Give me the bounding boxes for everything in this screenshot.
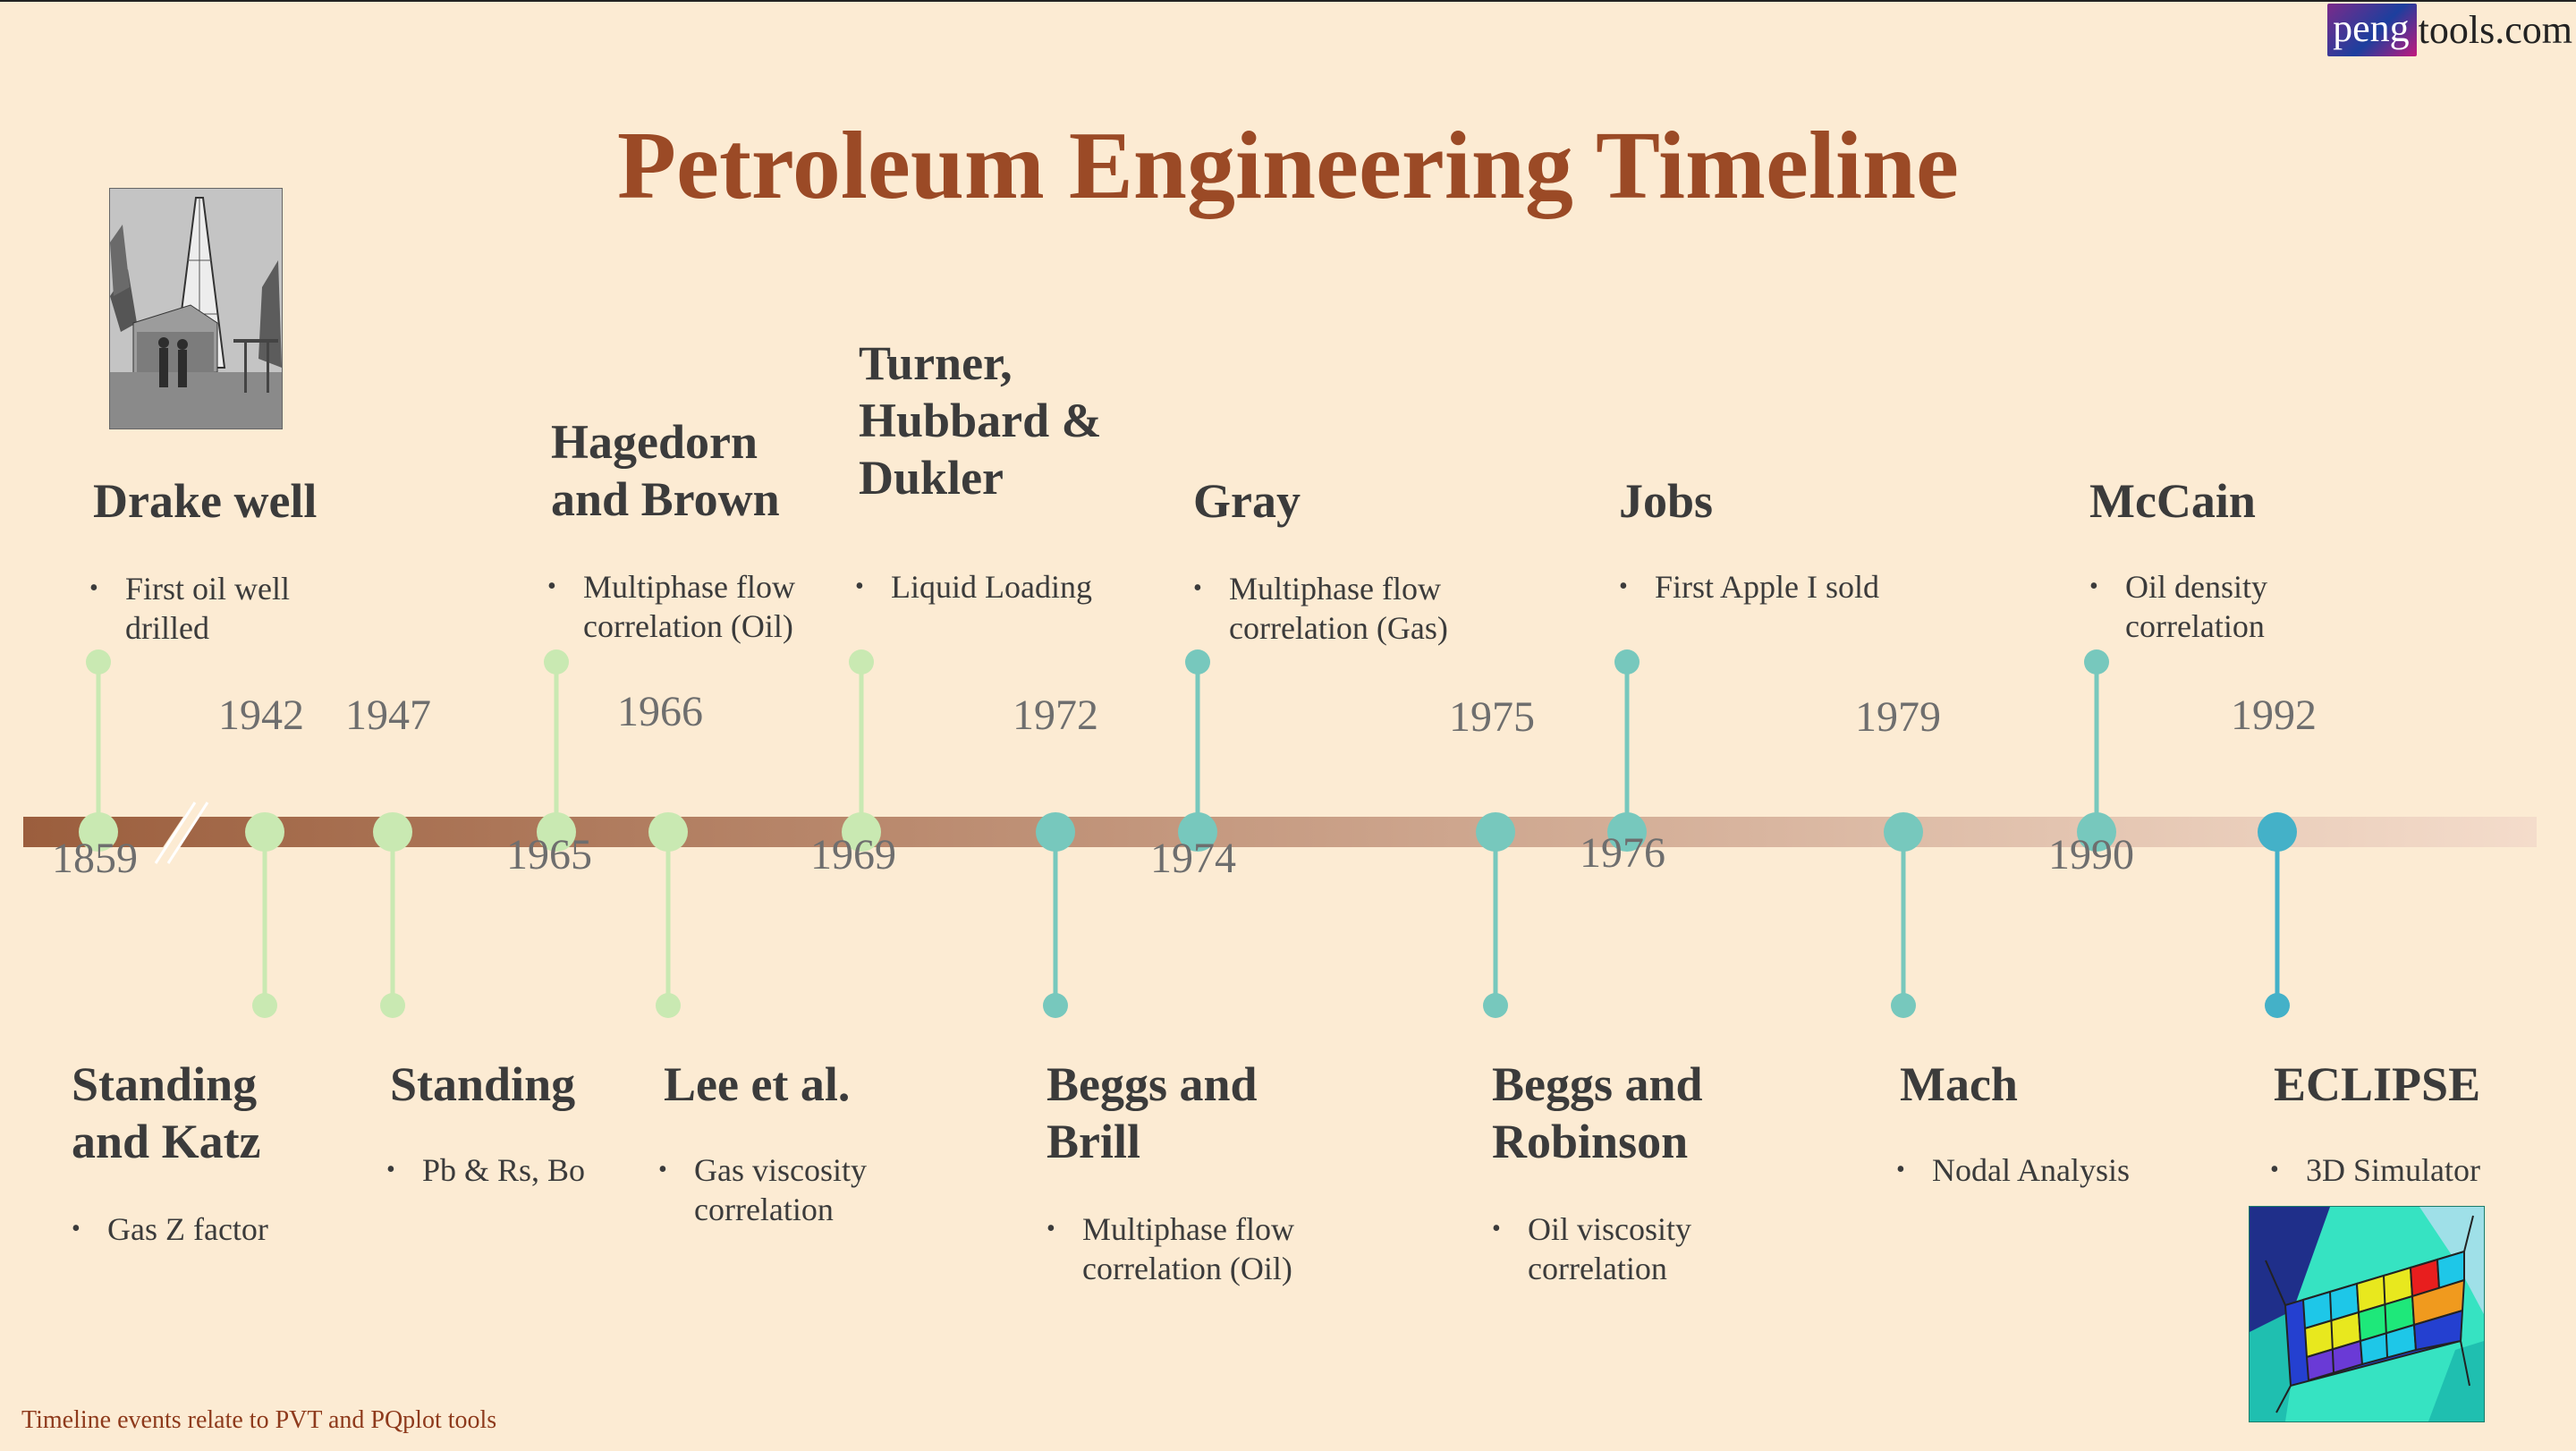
event-marker-1979 [1884,812,1923,852]
event-end-dot-1969 [849,649,874,675]
event-bullets-1979: Nodal Analysis [1896,1150,2130,1190]
year-label-1992: 1992 [2231,692,2317,739]
year-label-1975: 1975 [1449,693,1535,741]
event-title-1942: Standing and Katz [72,1057,261,1168]
event-marker-1976 [1607,812,1647,852]
event-end-dot-1979 [1891,993,1916,1018]
event-marker-1947 [373,812,412,852]
year-label-1966: 1966 [617,688,703,735]
event-bullet-item: First Apple I sold [1619,567,1879,607]
event-marker-1990 [2077,812,2116,852]
year-label-1969: 1969 [810,831,896,878]
event-end-dot-1942 [252,993,277,1018]
page-title: Petroleum Engineering Timeline [617,113,1959,219]
event-bullet-item: 3D Simulator [2270,1150,2480,1190]
event-title-1972: Beggs and Brill [1046,1057,1258,1168]
event-end-dot-1947 [380,993,405,1018]
event-end-dot-1965 [544,649,569,675]
event-marker-1859 [79,812,118,852]
timeline-axis-break [154,799,209,865]
year-label-1974: 1974 [1150,835,1236,882]
event-end-dot-1972 [1043,993,1068,1018]
event-bullets-1969: Liquid Loading [855,567,1092,607]
event-bullet-item: Oil density correlation [2089,567,2267,646]
event-title-1966: Lee et al. [664,1057,851,1111]
footnote: Timeline events relate to PVT and PQplot… [21,1406,497,1434]
event-marker-1942 [245,812,284,852]
timeline-axis [23,817,2537,847]
top-border [0,0,2576,2]
year-label-1942: 1942 [218,692,304,739]
event-bullet-item: Multiphase flow correlation (Gas) [1193,569,1448,648]
event-title-1969: Turner, Hubbard & Dukler [859,336,1102,505]
event-bullet-item: First oil well drilled [89,569,290,648]
event-title-1974: Gray [1193,474,1301,528]
brand-logo-mark: peng [2327,3,2417,56]
event-marker-1969 [842,812,881,852]
event-end-dot-1859 [86,649,111,675]
event-title-1947: Standing [390,1057,576,1111]
event-bullets-1990: Oil density correlation [2089,567,2267,646]
event-bullet-item: Nodal Analysis [1896,1150,2130,1190]
event-marker-1975 [1476,812,1515,852]
oil-derrick-photo [109,188,283,429]
year-label-1859: 1859 [52,835,138,882]
event-title-1992: ECLIPSE [2274,1057,2481,1111]
event-bullets-1966: Gas viscosity correlation [658,1150,867,1229]
year-label-1976: 1976 [1580,829,1665,877]
event-bullet-item: Oil viscosity correlation [1492,1209,1691,1288]
event-title-1859: Drake well [93,474,318,528]
event-bullet-item: Multiphase flow correlation (Oil) [1046,1209,1294,1288]
event-bullets-1972: Multiphase flow correlation (Oil) [1046,1209,1294,1288]
event-end-dot-1992 [2265,993,2290,1018]
event-bullet-item: Gas viscosity correlation [658,1150,867,1229]
event-title-1990: McCain [2089,474,2256,528]
event-end-dot-1990 [2084,649,2109,675]
year-label-1947: 1947 [345,692,431,739]
event-end-dot-1966 [656,993,681,1018]
event-marker-1974 [1178,812,1217,852]
event-bullets-1942: Gas Z factor [72,1209,268,1249]
event-title-1976: Jobs [1619,474,1714,528]
brand-logo-domain: tools.com [2418,7,2572,52]
event-end-dot-1975 [1483,993,1508,1018]
3d-grid-simulation-render [2249,1206,2485,1422]
event-marker-1966 [648,812,688,852]
year-label-1990: 1990 [2048,831,2134,878]
event-marker-1992 [2258,812,2297,852]
year-label-1965: 1965 [506,831,592,878]
brand-logo[interactable]: peng tools.com [2327,0,2576,59]
event-bullet-item: Pb & Rs, Bo [386,1150,585,1190]
event-bullets-1992: 3D Simulator [2270,1150,2480,1190]
event-bullets-1974: Multiphase flow correlation (Gas) [1193,569,1448,648]
event-bullets-1975: Oil viscosity correlation [1492,1209,1691,1288]
event-end-dot-1974 [1185,649,1210,675]
event-bullet-item: Liquid Loading [855,567,1092,607]
event-bullet-item: Gas Z factor [72,1209,268,1249]
event-bullets-1965: Multiphase flow correlation (Oil) [547,567,795,646]
event-title-1979: Mach [1900,1057,2018,1111]
event-bullets-1947: Pb & Rs, Bo [386,1150,585,1190]
event-bullets-1859: First oil well drilled [89,569,290,648]
event-title-1965: Hagedorn and Brown [551,415,780,526]
event-marker-1972 [1036,812,1075,852]
year-label-1972: 1972 [1013,692,1098,739]
event-marker-1965 [537,812,576,852]
event-end-dot-1976 [1614,649,1640,675]
event-bullet-item: Multiphase flow correlation (Oil) [547,567,795,646]
event-bullets-1976: First Apple I sold [1619,567,1879,607]
event-title-1975: Beggs and Robinson [1492,1057,1703,1168]
year-label-1979: 1979 [1855,693,1941,741]
